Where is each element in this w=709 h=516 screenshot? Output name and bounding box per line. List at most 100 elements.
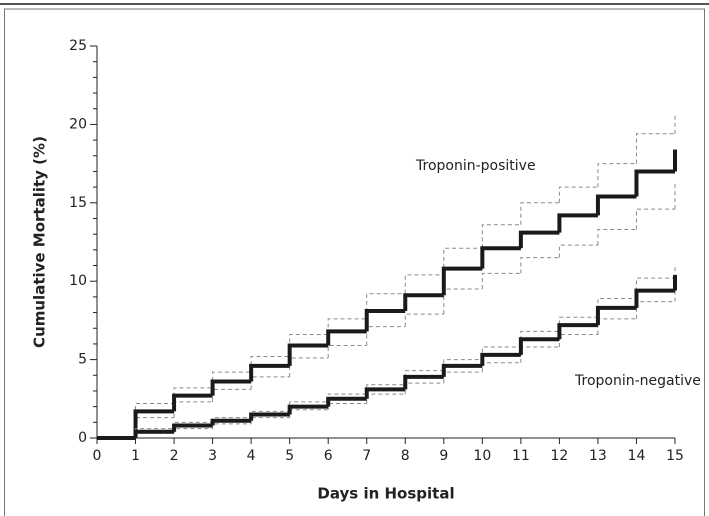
ci-lower-step xyxy=(289,357,329,377)
ci-upper-step xyxy=(597,163,637,188)
ci-lower-step xyxy=(327,344,367,359)
step-line xyxy=(403,374,444,390)
step-line xyxy=(634,169,675,197)
x-tick-label: 9 xyxy=(439,448,448,464)
step-line xyxy=(634,288,675,308)
series-label: Troponin-negative xyxy=(574,373,701,389)
step-line xyxy=(172,393,213,412)
ci-lower-step xyxy=(558,334,598,348)
y-tick-label: 25 xyxy=(69,38,87,54)
step-line xyxy=(249,363,290,382)
step-line xyxy=(210,418,252,426)
ci-lower-step xyxy=(366,393,406,404)
step-line xyxy=(133,429,175,438)
x-tick-label: 4 xyxy=(247,448,256,464)
ci-lower-step xyxy=(250,376,290,390)
y-tick-label: 10 xyxy=(69,273,87,289)
x-tick-label: 14 xyxy=(628,448,646,464)
ci-lower-step xyxy=(597,318,637,335)
step-line xyxy=(595,305,637,326)
x-tick-label: 6 xyxy=(324,448,333,464)
ci-upper-step xyxy=(520,202,560,225)
ci-lower-step xyxy=(404,382,444,395)
step-line xyxy=(133,409,175,438)
ci-lower-step xyxy=(250,417,290,424)
ci-lower-step xyxy=(443,288,483,315)
x-tick-label: 10 xyxy=(473,448,491,464)
ci-lower-step xyxy=(366,326,406,346)
x-tick-label: 2 xyxy=(170,448,179,464)
x-axis-title: Days in Hospital xyxy=(317,485,454,503)
x-tick-label: 5 xyxy=(285,448,294,464)
step-line xyxy=(518,230,560,249)
y-axis-title: Cumulative Mortality (%) xyxy=(31,136,49,348)
x-tick-label: 7 xyxy=(362,448,371,464)
step-line xyxy=(326,329,367,346)
x-tick-label: 15 xyxy=(666,448,684,464)
step-line xyxy=(364,387,406,399)
ci-upper-step xyxy=(212,371,252,388)
ci-lower-step xyxy=(289,409,329,418)
ci-upper-step xyxy=(443,247,483,275)
x-tick-label: 13 xyxy=(589,448,607,464)
ci-lower-step xyxy=(173,401,213,418)
step-line xyxy=(172,423,213,432)
step-line xyxy=(441,363,483,377)
ci-upper-step xyxy=(635,133,675,164)
ci-lower-step xyxy=(135,417,175,438)
x-tick-label: 11 xyxy=(512,448,530,464)
step-line xyxy=(480,246,521,269)
ci-upper-step xyxy=(558,186,598,203)
ci-upper-step xyxy=(520,330,560,348)
x-tick-label: 3 xyxy=(208,448,217,464)
x-tick-label: 8 xyxy=(401,448,410,464)
ci-lower-step xyxy=(135,432,175,438)
ci-lower-step xyxy=(212,388,252,402)
ci-upper-step xyxy=(404,274,444,294)
ci-lower-step xyxy=(327,403,367,410)
ci-upper-step xyxy=(173,387,213,404)
step-line xyxy=(403,293,444,311)
ci-upper-step xyxy=(481,224,521,249)
y-tick-label: 0 xyxy=(78,430,87,446)
step-line xyxy=(518,337,560,355)
ci-lower-step xyxy=(597,228,637,246)
step-line xyxy=(364,308,406,332)
ci-lower-step xyxy=(481,272,521,290)
step-line xyxy=(480,352,521,366)
x-tick-label: 0 xyxy=(93,448,102,464)
ci-upper-step xyxy=(404,370,444,385)
ci-lower-step xyxy=(635,208,675,230)
ci-lower-step xyxy=(404,313,444,327)
ci-lower-step xyxy=(173,428,213,434)
y-tick-label: 15 xyxy=(69,195,87,211)
ci-upper-step xyxy=(250,355,290,373)
ci-lower-step xyxy=(443,371,483,384)
ci-upper-step xyxy=(481,346,521,360)
step-line xyxy=(557,323,598,340)
ci-upper-step xyxy=(635,277,675,299)
step-line xyxy=(441,266,483,296)
ci-lower-step xyxy=(520,346,560,363)
series-label: Troponin-positive xyxy=(415,158,536,174)
ci-upper-step xyxy=(558,316,598,332)
ci-lower-step xyxy=(558,244,598,258)
step-line xyxy=(326,396,367,407)
ci-lower-step xyxy=(520,257,560,274)
step-line xyxy=(557,213,598,233)
step-line xyxy=(287,404,329,415)
x-tick-label: 1 xyxy=(131,448,140,464)
ci-lower-step xyxy=(212,423,252,429)
step-line xyxy=(249,412,290,421)
ci-lower-step xyxy=(635,301,675,319)
step-line xyxy=(287,343,329,366)
step-line xyxy=(210,379,252,396)
ci-upper-step xyxy=(327,318,367,335)
ci-upper-step xyxy=(366,293,406,319)
ci-upper-step xyxy=(597,297,637,318)
step-line xyxy=(595,194,637,216)
y-tick-label: 5 xyxy=(78,352,87,368)
x-tick-label: 12 xyxy=(550,448,568,464)
